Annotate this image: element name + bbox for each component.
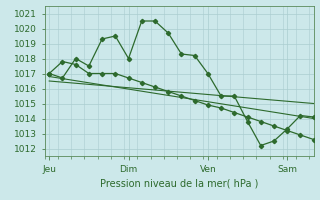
X-axis label: Pression niveau de la mer( hPa ): Pression niveau de la mer( hPa )	[100, 178, 258, 188]
